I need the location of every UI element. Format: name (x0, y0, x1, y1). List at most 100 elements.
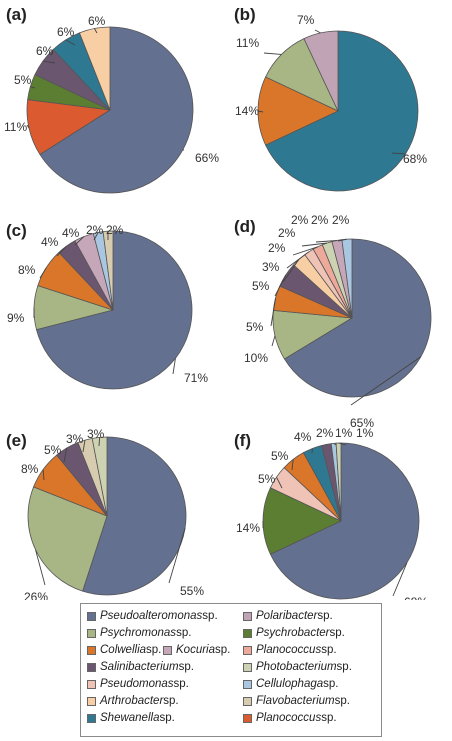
leader-line (42, 469, 45, 481)
legend-genus: Psychrobacter (256, 627, 330, 639)
legend-item: Psychrobacter sp. (243, 627, 345, 639)
leader-line (391, 152, 406, 155)
legend-suffix: sp. (202, 610, 218, 622)
leader-line (392, 562, 408, 597)
data-label: 68% (403, 152, 427, 166)
legend-suffix: sp. (159, 712, 175, 724)
legend-swatch (87, 696, 96, 706)
legend-genus: Planococcus (256, 644, 322, 656)
legend-suffix: sp. (146, 644, 162, 656)
leader-line (291, 459, 294, 471)
data-label: 11% (4, 120, 27, 134)
legend-genus: Salinibacterium (100, 661, 179, 673)
pie-slice (341, 238, 353, 319)
legend-swatch (243, 679, 252, 689)
pie-chart-f: 68%14%5%5%4%2%1%1%(f) (234, 426, 428, 600)
pie-slice (102, 230, 114, 311)
data-label: 2% (311, 213, 329, 227)
legend-item: Salinibacterium sp. (87, 661, 194, 673)
leader-line (276, 476, 283, 489)
data-label: 55% (180, 584, 204, 598)
leader-line (257, 110, 264, 113)
leader-line (98, 437, 101, 447)
data-label: 6% (36, 44, 54, 58)
panel-label: (d) (234, 217, 256, 236)
panel-label: (a) (6, 5, 27, 24)
data-label: 5% (44, 443, 62, 457)
legend-suffix: sp. (215, 644, 231, 656)
leader-line (82, 440, 86, 453)
legend-genus: Psychromonas (100, 627, 177, 639)
data-label: 2% (278, 226, 296, 240)
legend-swatch (87, 611, 96, 621)
data-label: 5% (252, 279, 270, 293)
legend-genus: Flavobacterium (256, 695, 335, 707)
legend-swatch (243, 662, 252, 672)
legend-swatch (87, 628, 96, 638)
leader-line (74, 236, 85, 246)
legend-item: Colwellia sp. (87, 644, 161, 656)
data-label: 14% (235, 104, 259, 118)
legend-genus: Arthrobacter (100, 695, 164, 707)
leader-line (263, 52, 282, 55)
legend-genus: Cellulophaga (256, 678, 324, 690)
leader-line (338, 442, 347, 446)
data-label: 2% (316, 426, 334, 440)
legend-suffix: sp. (321, 644, 337, 656)
legend-suffix: sp. (317, 610, 333, 622)
legend-genus: Shewanella (100, 712, 160, 724)
legend-genus: Polaribacter (256, 610, 318, 622)
data-label: 5% (14, 73, 32, 87)
legend-genus: Planococcus (256, 712, 322, 724)
data-label: 8% (18, 263, 36, 277)
legend-suffix: sp. (163, 695, 179, 707)
data-label: 11% (236, 36, 259, 50)
legend-item: Arthrobacter sp. (87, 695, 179, 707)
pie-chart-e: 55% 26% 8% 5% 3% 3% (e) (6, 427, 204, 600)
legend-swatch (87, 713, 96, 723)
leader-line (30, 86, 36, 89)
pie-slice (257, 76, 339, 146)
legend-item: Flavobacterium sp. (243, 695, 350, 707)
pie-slice (82, 436, 187, 596)
leader-line (168, 528, 186, 584)
legend-item: Kocuria sp. (163, 644, 230, 656)
data-label: 2% (106, 223, 124, 237)
legend-suffix: sp. (173, 678, 189, 690)
legend-swatch (243, 611, 252, 621)
panel-label: (f) (234, 431, 251, 450)
legend-item: Planococcus sp. (243, 644, 337, 656)
leader-line (282, 259, 300, 283)
pie-chart-a: 66%11%5%6%6%6%(a) (4, 5, 219, 194)
legend-swatch (87, 662, 96, 672)
data-label: 8% (21, 462, 39, 476)
data-label: 1% (356, 426, 374, 440)
panel-label: (b) (234, 5, 256, 24)
data-label: 4% (41, 235, 59, 249)
legend-genus: Pseudoalteromonas (100, 610, 203, 622)
legend-suffix: sp. (329, 627, 345, 639)
data-label: 2% (291, 213, 309, 227)
leader-line (286, 251, 310, 269)
data-label: 6% (57, 25, 75, 39)
legend-suffix: sp. (321, 712, 337, 724)
data-label: 68% (404, 595, 428, 600)
legend-swatch (87, 679, 96, 689)
legend-suffix: sp. (178, 661, 194, 673)
leader-line (350, 356, 422, 406)
leader-line (292, 246, 318, 256)
leader-line (314, 29, 321, 34)
pie-slice (265, 30, 419, 192)
leader-line (337, 238, 347, 242)
leader-line (271, 335, 276, 347)
legend-item: Polaribacter sp. (243, 610, 333, 622)
pie-chart-b: 68% 14% 11% 7% (b) (234, 5, 427, 192)
data-label: 10% (244, 351, 268, 365)
leader-line (35, 549, 46, 586)
data-label: 3% (262, 260, 280, 274)
legend-item: Photobacterium sp. (243, 661, 352, 673)
data-label: 5% (271, 449, 289, 463)
panel-label: (e) (6, 431, 27, 450)
data-label: 6% (88, 14, 106, 28)
legend-swatch (243, 713, 252, 723)
